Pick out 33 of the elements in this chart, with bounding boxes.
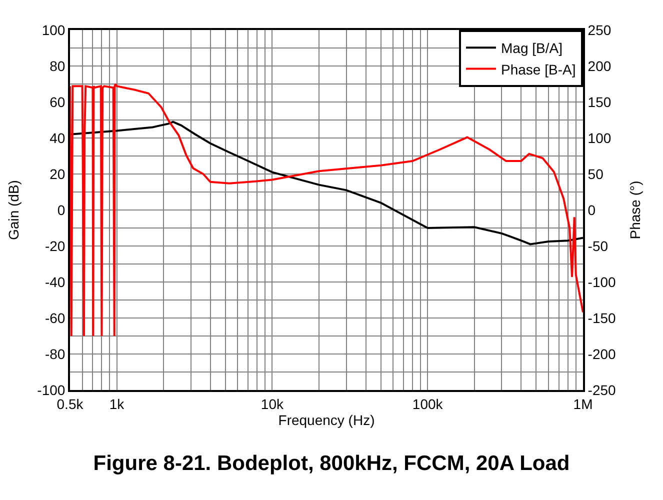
y-tick-label: 100 <box>42 22 66 38</box>
y2-tick-label: -100 <box>588 274 616 290</box>
y-tick-label: -40 <box>44 274 66 290</box>
y-tick-label: 80 <box>50 58 66 74</box>
y2-tick-label: 250 <box>588 22 612 38</box>
y-tick-label: -20 <box>44 238 66 254</box>
y2-tick-label: -50 <box>588 238 608 254</box>
x-tick-label: 1k <box>109 396 126 412</box>
y-tick-label: 40 <box>50 130 66 146</box>
x-axis-title: Frequency (Hz) <box>278 412 375 428</box>
y-tick-label: 0 <box>57 202 66 218</box>
x-tick-label: 10k <box>260 396 284 412</box>
x-tick-label: 1M <box>573 396 593 412</box>
y2-tick-label: 100 <box>588 130 612 146</box>
y-tick-label: 60 <box>50 94 66 110</box>
y2-tick-label: -200 <box>588 346 616 362</box>
y2-tick-label: 200 <box>588 58 612 74</box>
y-tick-label: -60 <box>44 310 66 326</box>
y-tick-label: -80 <box>44 346 66 362</box>
y2-tick-label: 0 <box>588 202 596 218</box>
y2-tick-label: 150 <box>588 94 612 110</box>
y2-tick-label: 50 <box>588 166 604 182</box>
x-tick-label: 100k <box>412 396 444 412</box>
y-axis-title: Gain (dB) <box>5 180 22 240</box>
y2-tick-label: -250 <box>588 382 616 398</box>
y-tick-label: 20 <box>50 166 66 182</box>
y-tick-label: -100 <box>37 382 66 398</box>
y2-tick-label: -150 <box>588 310 616 326</box>
legend-label: Mag [B/A] <box>501 40 562 56</box>
x-tick-label: 0.5k <box>56 396 84 412</box>
y2-axis-title: Phase (°) <box>626 180 643 240</box>
text: Figure 8-21. Bodeplot, 800kHz, FCCM, 20A Load <box>93 452 570 475</box>
legend-label: Phase [B-A] <box>501 61 576 78</box>
